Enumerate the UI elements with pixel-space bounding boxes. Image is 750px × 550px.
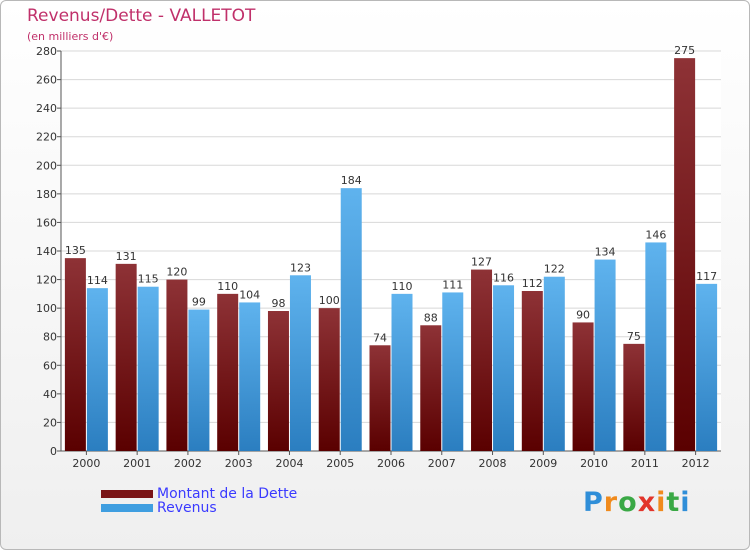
x-tick-label: 2010 (580, 457, 608, 470)
bar-revenus (239, 302, 261, 451)
x-tick-label: 2005 (326, 457, 354, 470)
data-label-dette: 120 (166, 266, 187, 279)
bar-dette (115, 263, 137, 451)
logo-letter: P (583, 487, 604, 518)
data-label-revenus: 114 (87, 274, 108, 287)
y-tick-label: 200 (36, 159, 57, 172)
data-label-dette: 88 (424, 311, 438, 324)
bar-revenus (645, 242, 667, 451)
y-tick-label: 0 (50, 445, 57, 458)
bar-dette (217, 293, 239, 451)
data-label-dette: 135 (65, 244, 86, 257)
data-label-revenus: 115 (138, 273, 159, 286)
logo-letter: r (603, 487, 619, 518)
bar-revenus (696, 283, 718, 451)
data-label-revenus: 122 (544, 263, 565, 276)
x-tick-label: 2002 (174, 457, 202, 470)
y-tick-label: 260 (36, 74, 57, 87)
y-tick-label: 100 (36, 302, 57, 315)
bar-dette (318, 308, 340, 451)
logo-letter: o (618, 487, 638, 518)
data-label-dette: 275 (674, 44, 695, 57)
x-tick-label: 2009 (529, 457, 557, 470)
data-label-dette: 127 (471, 256, 492, 269)
legend-label-dette: Montant de la Dette (157, 486, 298, 502)
data-label-dette: 90 (576, 308, 590, 321)
legend: Montant de la Dette Revenus (101, 486, 298, 516)
data-label-revenus: 146 (645, 228, 666, 241)
chart-subtitle: (en milliers d'€) (27, 30, 114, 43)
bar-revenus (391, 293, 413, 451)
bar-dette (420, 325, 442, 451)
data-label-revenus: 123 (290, 261, 311, 274)
data-label-revenus: 184 (341, 174, 362, 187)
bar-revenus (594, 259, 616, 451)
legend-swatch-dette (101, 490, 153, 498)
bar-dette (674, 58, 696, 452)
data-label-dette: 100 (319, 294, 340, 307)
bar-revenus (493, 285, 515, 451)
y-tick-label: 160 (36, 216, 57, 229)
data-label-revenus: 104 (239, 288, 260, 301)
data-label-dette: 98 (271, 297, 285, 310)
bar-revenus (188, 309, 210, 451)
logo-letter: i (656, 487, 667, 518)
y-tick-label: 220 (36, 131, 57, 144)
y-tick-label: 120 (36, 274, 57, 287)
y-tick-label: 80 (43, 331, 57, 344)
data-label-revenus: 110 (392, 280, 413, 293)
x-tick-label: 2012 (682, 457, 710, 470)
x-tick-label: 2006 (377, 457, 405, 470)
legend-item-revenus: Revenus (101, 500, 297, 516)
bar-dette (166, 279, 188, 451)
y-tick-label: 140 (36, 245, 57, 258)
data-label-dette: 110 (217, 280, 238, 293)
bar-revenus (340, 188, 362, 451)
y-tick-label: 280 (36, 45, 57, 58)
logo-letter: t (666, 487, 681, 518)
bar-dette (623, 343, 645, 451)
bar-revenus (137, 286, 159, 451)
bar-dette (572, 322, 594, 451)
bar-revenus (442, 292, 464, 451)
bar-dette (471, 269, 493, 451)
x-tick-label: 2004 (275, 457, 303, 470)
data-label-dette: 74 (373, 331, 387, 344)
bar-dette (267, 311, 289, 451)
x-tick-label: 2008 (479, 457, 507, 470)
data-label-revenus: 111 (442, 278, 463, 291)
legend-item-dette: Montant de la Dette (101, 486, 298, 502)
data-label-dette: 75 (627, 330, 641, 343)
data-label-revenus: 134 (595, 246, 616, 259)
x-tick-label: 2001 (123, 457, 151, 470)
data-label-dette: 112 (522, 277, 543, 290)
bar-revenus (289, 275, 311, 451)
data-label-dette: 131 (116, 250, 137, 263)
data-label-revenus: 99 (192, 296, 206, 309)
bar-revenus (86, 288, 108, 451)
logo-letter: i (680, 487, 691, 518)
bar-dette (521, 291, 543, 451)
legend-label-revenus: Revenus (157, 500, 217, 516)
y-tick-label: 60 (43, 359, 57, 372)
x-tick-label: 2007 (428, 457, 456, 470)
data-label-revenus: 117 (696, 270, 717, 283)
bar-revenus (543, 276, 565, 451)
proxiti-logo: Proxiti (583, 487, 691, 518)
y-tick-label: 180 (36, 188, 57, 201)
x-tick-label: 2000 (72, 457, 100, 470)
x-tick-label: 2003 (225, 457, 253, 470)
logo-letter: x (637, 487, 657, 518)
bar-dette (369, 345, 391, 451)
y-tick-label: 240 (36, 102, 57, 115)
y-tick-label: 20 (43, 416, 57, 429)
y-tick-label: 40 (43, 388, 57, 401)
data-label-revenus: 116 (493, 271, 514, 284)
legend-swatch-revenus (101, 504, 153, 512)
x-tick-label: 2011 (631, 457, 659, 470)
bar-dette (64, 258, 86, 451)
chart-title: Revenus/Dette - VALLETOT (27, 6, 256, 26)
